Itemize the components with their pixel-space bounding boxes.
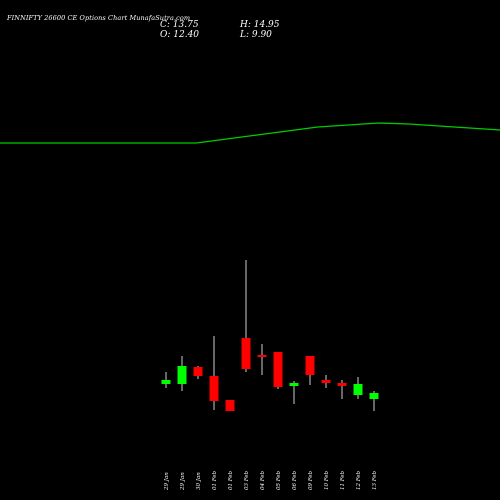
x-tick-label: 11 Feb [340,470,346,490]
candle-body-down [273,352,283,387]
candle-body-down [305,356,315,375]
candle-body-down [209,376,219,401]
moving-average-line [0,122,500,144]
x-tick-label: 30 Jan [196,472,202,490]
x-tick-label: 29 Jan [180,472,186,491]
x-tick-label: 13 Feb [372,470,378,490]
candle-body-up [353,384,363,395]
high-value: H: 14.95 [240,20,280,30]
x-tick-label: 03 Feb [244,470,250,490]
x-tick-label: 12 Feb [356,470,362,490]
candle-body-down [337,383,347,386]
candle-body-down [193,367,203,376]
x-tick-label: 01 Feb [212,470,218,490]
low-value: L: 9.90 [240,30,272,40]
candle-body-up [369,393,379,399]
candle-body-down [257,355,267,357]
x-tick-label: 29 Jan [164,472,170,491]
candle-body-down [321,380,331,383]
candle-body-up [177,366,187,384]
chart-title: FINNIFTY 26600 CE Options Chart MunafaSu… [7,14,191,22]
close-value: C: 13.75 [160,20,199,30]
candles-layer [161,260,379,411]
candle-body-up [289,383,299,386]
x-tick-layer: 29 Jan 29 Jan 30 Jan 01 Feb 01 Feb 03 Feb 04 F… [164,470,378,491]
x-tick-label: 01 Feb [228,470,234,490]
x-tick-label: 09 Feb [308,470,314,490]
open-value: O: 12.40 [160,30,200,40]
moving-average-layer [0,122,500,144]
x-tick-label: 06 Feb [292,470,298,490]
x-tick-label: 04 Feb [260,470,266,490]
candle-body-down [241,338,251,369]
candle-body-up [161,380,171,384]
x-tick-label: 05 Feb [276,470,282,490]
candle-body-down [225,400,235,411]
x-tick-label: 10 Feb [324,470,330,490]
